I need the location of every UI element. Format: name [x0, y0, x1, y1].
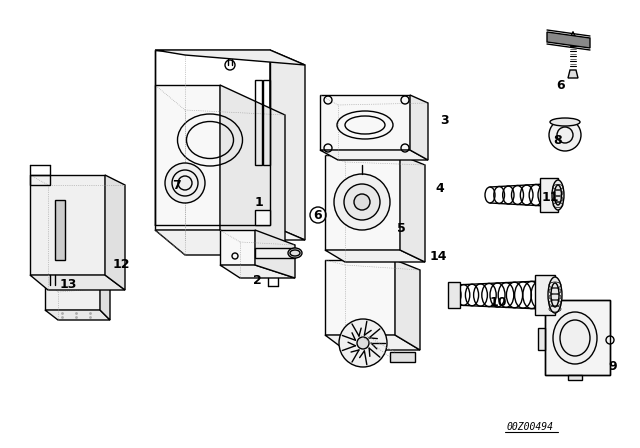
Polygon shape	[255, 210, 270, 225]
Text: 4: 4	[435, 181, 444, 194]
Text: 6: 6	[556, 78, 564, 91]
Polygon shape	[540, 178, 558, 212]
Circle shape	[354, 194, 370, 210]
Polygon shape	[220, 85, 285, 255]
Circle shape	[606, 336, 614, 344]
Polygon shape	[55, 200, 65, 260]
Polygon shape	[105, 175, 125, 290]
Polygon shape	[155, 225, 305, 240]
Polygon shape	[30, 275, 125, 290]
Polygon shape	[400, 155, 425, 262]
Text: 5: 5	[397, 221, 406, 234]
Ellipse shape	[548, 277, 562, 313]
Text: 10: 10	[490, 296, 508, 309]
Circle shape	[357, 337, 369, 349]
Polygon shape	[325, 250, 425, 262]
Polygon shape	[255, 248, 295, 258]
Circle shape	[549, 119, 581, 151]
Text: 1: 1	[255, 195, 264, 208]
Polygon shape	[325, 260, 395, 335]
Text: 6: 6	[313, 208, 322, 221]
Circle shape	[344, 184, 380, 220]
Text: 7: 7	[172, 178, 180, 191]
Text: 2: 2	[253, 273, 262, 287]
Polygon shape	[538, 328, 545, 350]
Circle shape	[348, 218, 362, 232]
Text: 14: 14	[430, 250, 447, 263]
Polygon shape	[155, 50, 270, 225]
Polygon shape	[100, 282, 110, 320]
Polygon shape	[568, 375, 582, 380]
Polygon shape	[270, 50, 305, 240]
Text: 3: 3	[440, 113, 449, 126]
Circle shape	[165, 163, 205, 203]
Polygon shape	[320, 95, 410, 150]
Polygon shape	[220, 265, 295, 278]
Ellipse shape	[553, 312, 597, 364]
Ellipse shape	[550, 118, 580, 126]
Polygon shape	[325, 155, 400, 250]
Polygon shape	[155, 85, 220, 230]
Polygon shape	[325, 335, 420, 350]
Text: 8: 8	[553, 134, 562, 146]
Polygon shape	[547, 32, 590, 48]
Polygon shape	[385, 187, 413, 199]
Circle shape	[334, 174, 390, 230]
Polygon shape	[155, 230, 285, 255]
Ellipse shape	[552, 180, 564, 210]
Polygon shape	[390, 352, 415, 362]
Polygon shape	[220, 230, 255, 265]
Text: 12: 12	[113, 258, 131, 271]
Polygon shape	[320, 150, 428, 160]
Polygon shape	[535, 275, 555, 315]
Polygon shape	[410, 95, 428, 160]
Text: 11: 11	[542, 190, 559, 203]
Polygon shape	[30, 175, 105, 275]
Polygon shape	[545, 300, 610, 375]
Polygon shape	[45, 310, 110, 320]
Polygon shape	[255, 230, 295, 278]
Text: 00Z00494: 00Z00494	[506, 422, 554, 432]
Polygon shape	[568, 70, 578, 78]
Circle shape	[339, 319, 387, 367]
Polygon shape	[448, 282, 460, 308]
Polygon shape	[155, 50, 305, 65]
Text: 9: 9	[608, 361, 616, 374]
Text: 13: 13	[60, 279, 77, 292]
Polygon shape	[45, 282, 100, 310]
Ellipse shape	[288, 248, 302, 258]
Circle shape	[327, 197, 383, 253]
Polygon shape	[395, 260, 420, 350]
